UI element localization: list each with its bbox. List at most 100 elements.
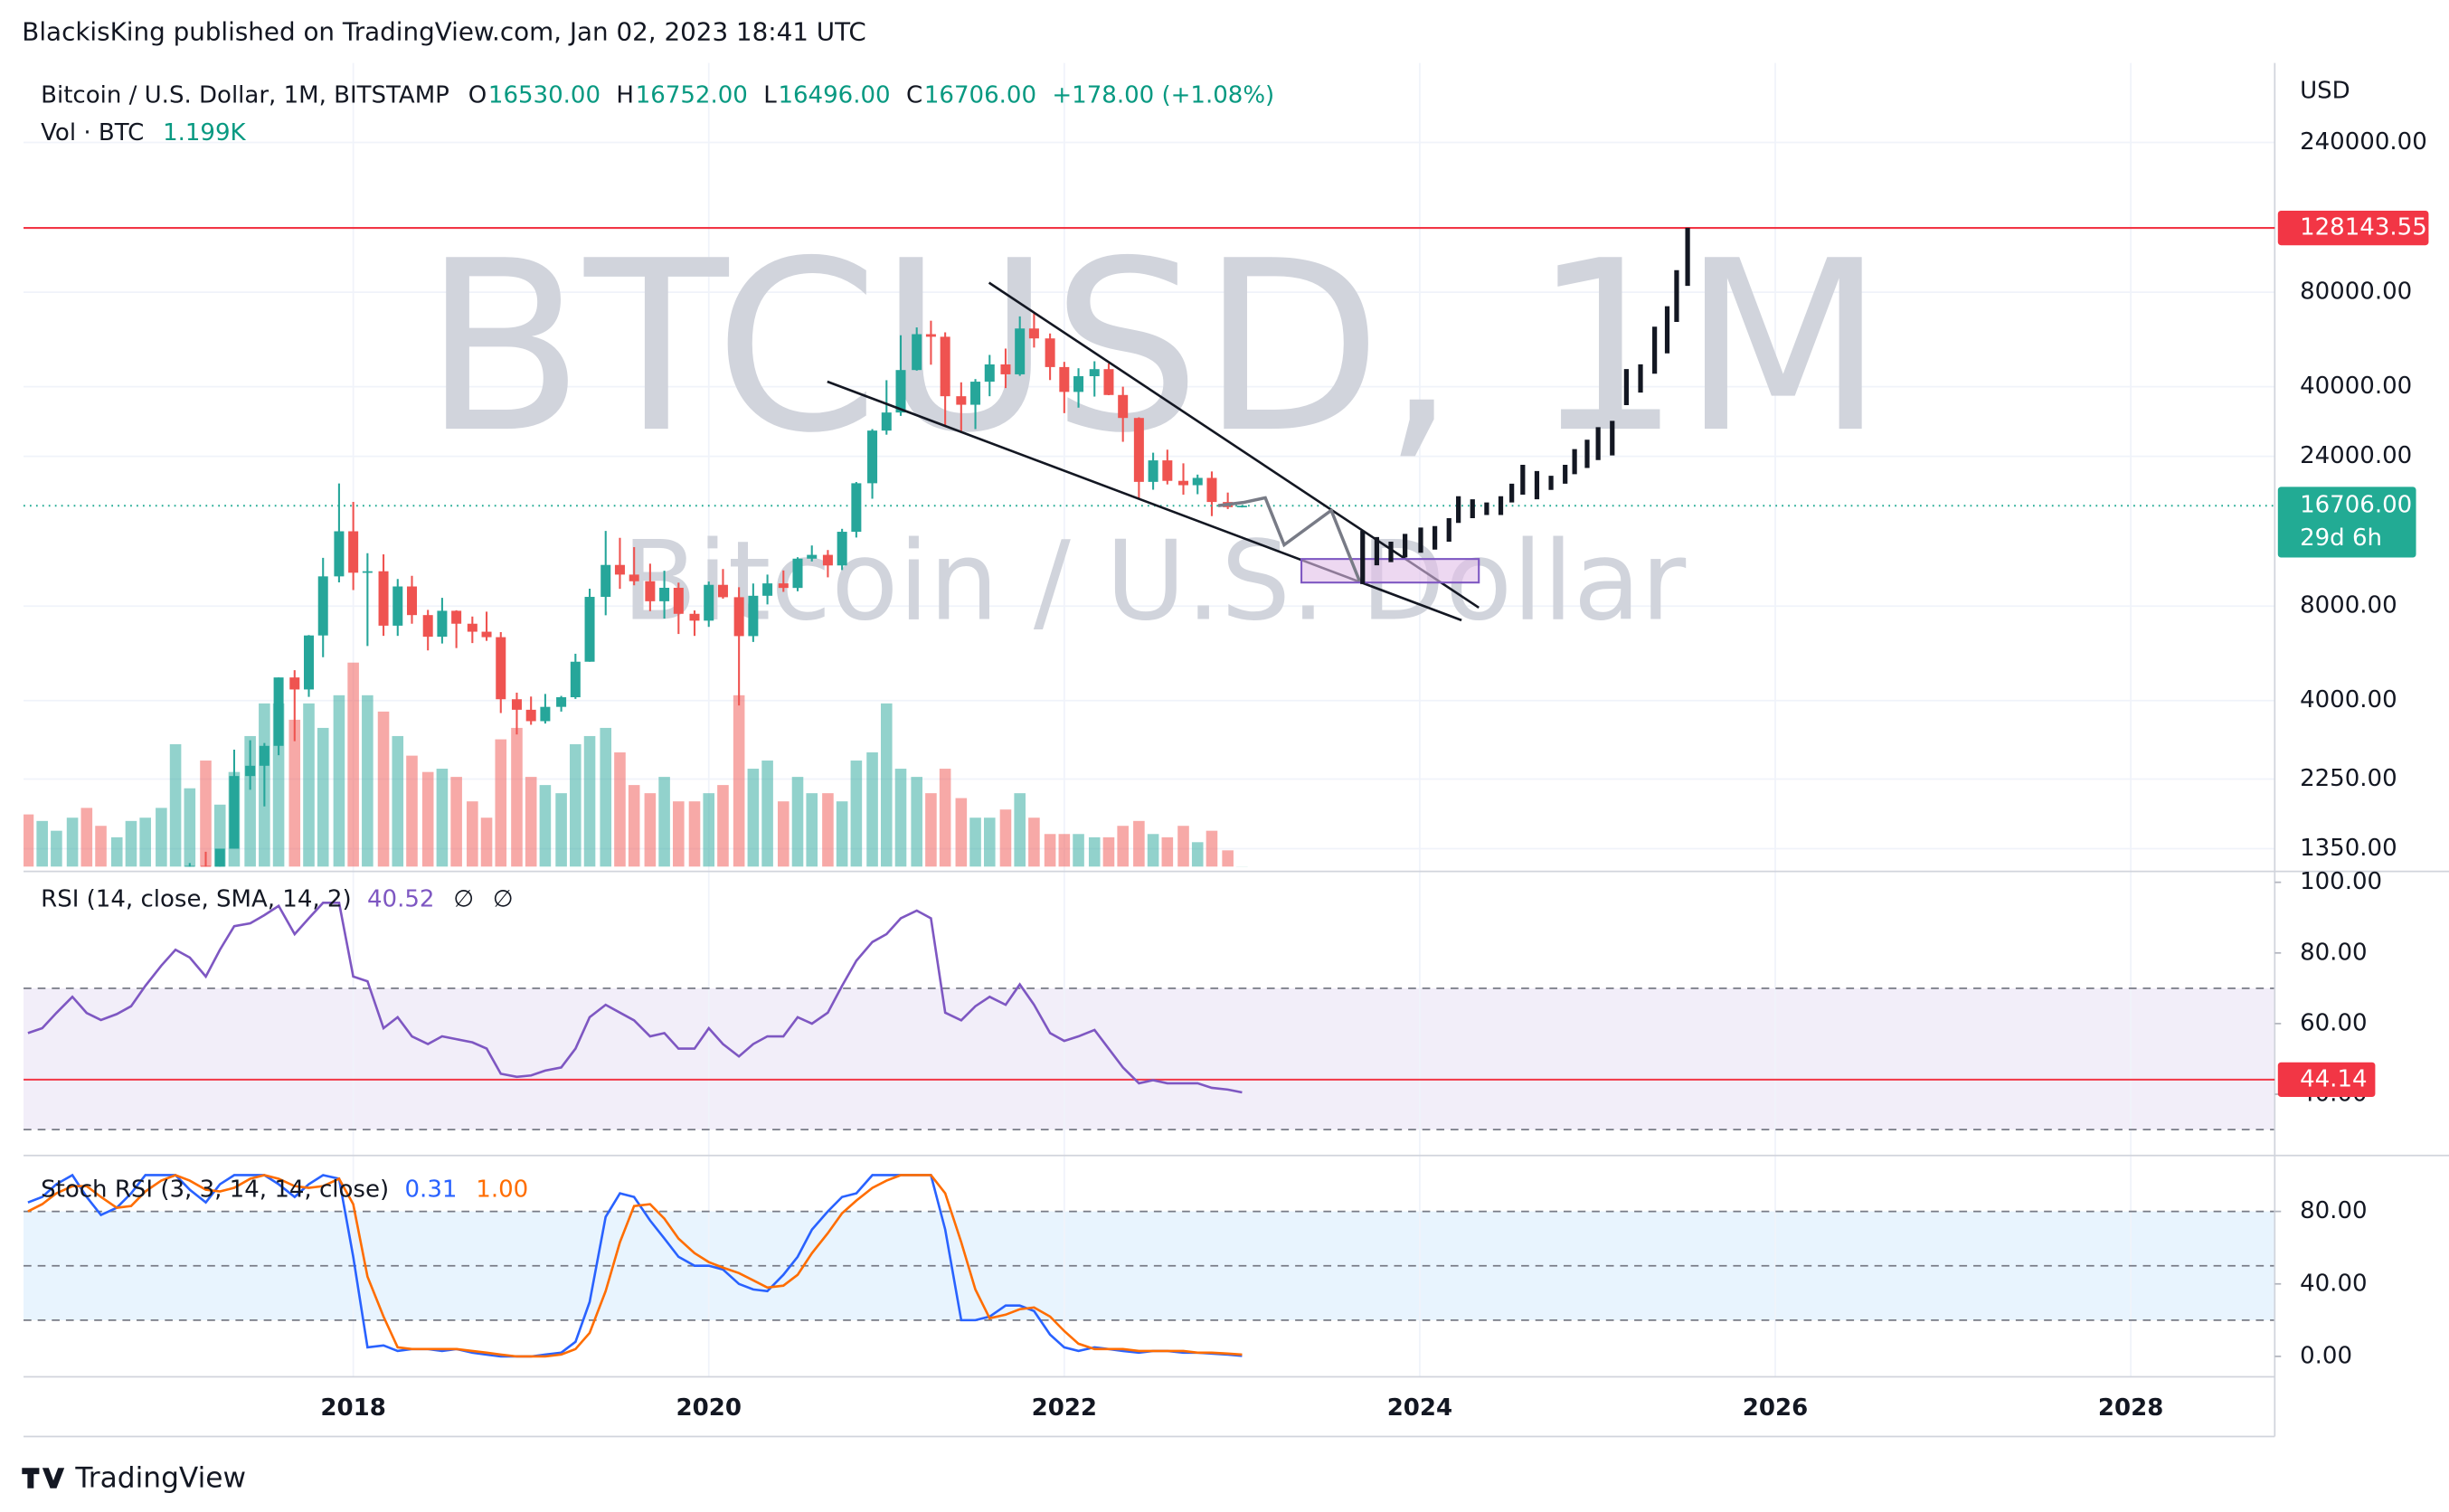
volume-bar	[1058, 834, 1071, 867]
candle-body	[940, 336, 950, 397]
rsi-legend-flag: ∅	[453, 885, 474, 912]
candle-body	[629, 574, 639, 581]
rsi-legend: RSI (14, close, SMA, 14, 2)	[41, 885, 352, 912]
volume-bar	[495, 739, 507, 867]
watermark-subtitle: Bitcoin / U.S. Dollar	[622, 516, 1687, 645]
legend-value: 16530.00	[488, 82, 600, 109]
legend-change: +178.00 (+1.08%)	[1052, 82, 1274, 109]
volume-bar	[658, 777, 670, 867]
volume-bar	[955, 798, 968, 867]
rsi-tick-label: 60.00	[2300, 1009, 2367, 1036]
volume-bar	[969, 817, 981, 867]
x-tick-label: 2018	[320, 1394, 385, 1422]
volume-bar	[392, 735, 404, 867]
volume-bar	[570, 743, 582, 867]
volume-bar	[1028, 817, 1040, 867]
candle-body	[1028, 328, 1039, 339]
candle-body	[467, 623, 478, 632]
candle-body	[748, 595, 759, 637]
footer-brand: TradingView	[74, 1461, 246, 1494]
volume-bar	[911, 777, 922, 867]
candle-body	[437, 610, 448, 638]
currency-label: USD	[2300, 77, 2350, 104]
y-tick-label: 2250.00	[2300, 765, 2397, 792]
candle-body	[200, 865, 212, 867]
candle-body	[1133, 418, 1144, 482]
candle-body	[570, 661, 581, 698]
candle-body	[496, 637, 506, 700]
rsi-ma-tag-label: 44.14	[2300, 1065, 2367, 1092]
volume-bar	[822, 793, 834, 867]
candle-body	[273, 677, 284, 746]
candle-body	[867, 430, 878, 484]
last-price-tag-label: 16706.00	[2300, 492, 2412, 519]
candle-body	[378, 571, 389, 626]
candle-body	[1059, 366, 1070, 392]
x-tick-label: 2024	[1387, 1394, 1452, 1422]
stoch-legend: Stoch RSI (3, 3, 14, 14, close)	[41, 1176, 389, 1203]
volume-bar	[644, 793, 657, 867]
candle-body	[481, 631, 492, 638]
candle-body	[614, 564, 625, 575]
volume-bar	[406, 755, 418, 867]
candle-body	[673, 587, 684, 614]
candle-body	[912, 334, 922, 371]
rsi-pane	[24, 902, 2275, 1094]
underlay	[24, 62, 2449, 1438]
y-tick-label: 8000.00	[2300, 592, 2397, 619]
candle-body	[214, 848, 225, 867]
legend-symbol: Bitcoin / U.S. Dollar, 1M, BITSTAMP	[41, 82, 449, 109]
volume-bar	[983, 817, 996, 867]
legend-value: 16706.00	[924, 82, 1036, 109]
candle-body	[1162, 460, 1173, 481]
x-tick-label: 2026	[1743, 1394, 1808, 1422]
x-tick-label: 2028	[2098, 1394, 2163, 1422]
candle-body	[970, 382, 981, 405]
stoch-line	[27, 1173, 1243, 1358]
stoch-tick-label: 80.00	[2300, 1197, 2367, 1224]
candle-body	[762, 583, 773, 596]
candle-body	[334, 531, 345, 577]
volume-bar	[703, 793, 715, 867]
candle-body	[1089, 369, 1100, 377]
stoch-legend-value: 0.31	[405, 1176, 458, 1203]
stoch-line	[27, 1174, 1243, 1358]
candle-body	[1118, 394, 1129, 419]
candle-body	[392, 586, 403, 626]
volume-bar	[866, 752, 878, 867]
candle-body	[822, 554, 833, 566]
rsi-legend-flag: ∅	[493, 885, 514, 912]
candle-body	[245, 765, 256, 777]
volume-bar	[1147, 834, 1159, 867]
candle-body	[289, 677, 300, 690]
legend-value: 16752.00	[636, 82, 748, 109]
candle-body	[704, 584, 714, 621]
candle-body	[556, 697, 567, 707]
candle-body	[881, 412, 892, 431]
legend-key: O	[468, 82, 487, 109]
volume-bar	[347, 662, 359, 867]
volume-bar	[733, 695, 745, 867]
legend-value: 16496.00	[778, 82, 890, 109]
candle-body	[925, 334, 936, 337]
y-tick-label: 24000.00	[2300, 442, 2412, 469]
volume-bar	[1191, 842, 1204, 867]
volume-bar	[288, 719, 301, 867]
stoch-tick-label: 40.00	[2300, 1270, 2367, 1297]
countdown-label: 29d 6h	[2300, 524, 2382, 552]
price-line-tag	[2277, 211, 2429, 246]
candle-body	[584, 597, 595, 662]
volume-bar	[688, 801, 701, 867]
volume-bar	[200, 761, 212, 867]
candle-body	[303, 635, 315, 690]
volume-bar	[436, 769, 449, 867]
volume-bar	[184, 788, 196, 867]
candle-body	[1015, 328, 1026, 374]
stoch-pane	[27, 1173, 1243, 1358]
volume-bar	[1102, 836, 1115, 867]
price-pane	[24, 312, 1248, 867]
candle-body	[778, 583, 789, 589]
legend-key: L	[763, 82, 777, 109]
candle-body	[1103, 369, 1114, 395]
volume-bar	[1206, 830, 1218, 867]
